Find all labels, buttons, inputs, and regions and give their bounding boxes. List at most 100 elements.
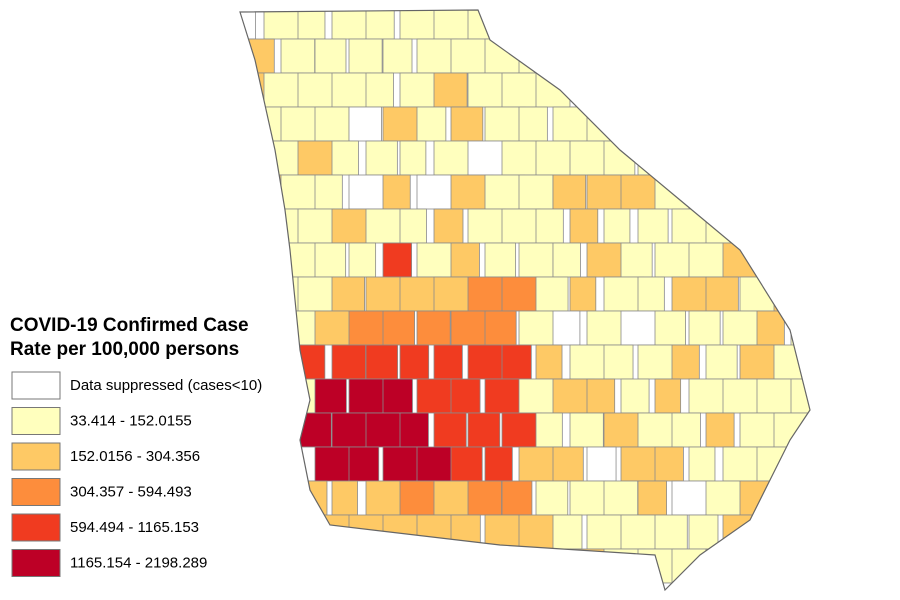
county xyxy=(382,106,420,142)
county xyxy=(569,276,597,312)
county xyxy=(603,72,638,108)
county xyxy=(535,208,564,244)
county xyxy=(756,38,793,74)
county xyxy=(518,310,555,346)
county xyxy=(297,480,328,516)
county xyxy=(654,378,682,414)
county xyxy=(825,107,857,141)
county xyxy=(450,378,481,414)
county xyxy=(484,446,513,482)
county xyxy=(586,514,624,550)
county xyxy=(246,174,283,210)
county xyxy=(240,412,262,448)
county xyxy=(671,344,700,380)
county xyxy=(518,242,554,278)
county xyxy=(484,582,525,590)
county xyxy=(314,38,347,74)
county xyxy=(484,310,517,346)
county xyxy=(416,38,458,74)
county xyxy=(263,480,292,516)
legend: COVID-19 Confirmed Case Rate per 100,000… xyxy=(10,315,262,577)
county xyxy=(314,310,352,346)
county xyxy=(586,446,617,482)
county xyxy=(620,446,660,482)
county xyxy=(348,446,380,482)
county xyxy=(654,310,686,346)
county xyxy=(365,72,394,108)
county xyxy=(807,140,810,176)
county xyxy=(671,140,704,176)
county xyxy=(705,10,744,40)
legend-label: 33.414 - 152.0155 xyxy=(70,412,192,429)
county xyxy=(739,10,779,40)
county xyxy=(739,208,777,244)
county xyxy=(348,582,391,590)
county xyxy=(620,514,656,550)
county xyxy=(382,582,411,590)
county xyxy=(586,310,623,346)
county xyxy=(722,310,760,346)
county xyxy=(263,276,304,312)
county xyxy=(807,10,810,40)
county xyxy=(535,72,571,108)
county xyxy=(501,276,538,312)
county xyxy=(331,72,371,108)
county xyxy=(773,480,804,516)
county xyxy=(671,72,698,108)
county xyxy=(637,10,667,40)
county xyxy=(825,515,851,549)
county xyxy=(603,276,644,312)
county xyxy=(399,140,427,176)
county xyxy=(552,174,587,210)
county xyxy=(246,242,289,278)
county xyxy=(331,208,370,244)
county xyxy=(569,10,599,40)
legend-swatch xyxy=(11,549,61,577)
county xyxy=(501,412,542,448)
county xyxy=(637,344,674,380)
county xyxy=(671,412,701,448)
county xyxy=(671,10,706,40)
county xyxy=(484,514,524,550)
legend-label: Data suppressed (cases<10) xyxy=(70,377,262,394)
county xyxy=(773,72,806,108)
county xyxy=(671,276,707,312)
county xyxy=(586,582,620,590)
county xyxy=(535,10,566,40)
county xyxy=(825,243,855,277)
county xyxy=(382,174,411,210)
county xyxy=(569,412,604,448)
county xyxy=(705,140,746,176)
county xyxy=(773,276,807,312)
county xyxy=(518,514,555,550)
legend-label: 152.0156 - 304.356 xyxy=(70,448,200,465)
county xyxy=(790,514,810,550)
county xyxy=(739,140,770,176)
county xyxy=(280,106,320,142)
county xyxy=(240,208,266,244)
county xyxy=(569,208,599,244)
county xyxy=(399,548,432,584)
county xyxy=(756,514,794,550)
county xyxy=(433,548,467,584)
county xyxy=(501,344,532,380)
county xyxy=(240,548,264,584)
county xyxy=(569,548,605,584)
county xyxy=(331,276,366,312)
county xyxy=(399,344,430,380)
county xyxy=(603,480,639,516)
county xyxy=(467,412,501,448)
county xyxy=(365,10,395,40)
county xyxy=(382,242,412,278)
county xyxy=(518,174,554,210)
county xyxy=(807,480,810,516)
county xyxy=(297,10,326,40)
county xyxy=(280,38,316,74)
county xyxy=(620,38,654,74)
county xyxy=(688,174,720,210)
county xyxy=(399,72,436,108)
county xyxy=(433,344,463,380)
county xyxy=(240,140,272,176)
county xyxy=(433,72,468,108)
county xyxy=(688,242,725,278)
